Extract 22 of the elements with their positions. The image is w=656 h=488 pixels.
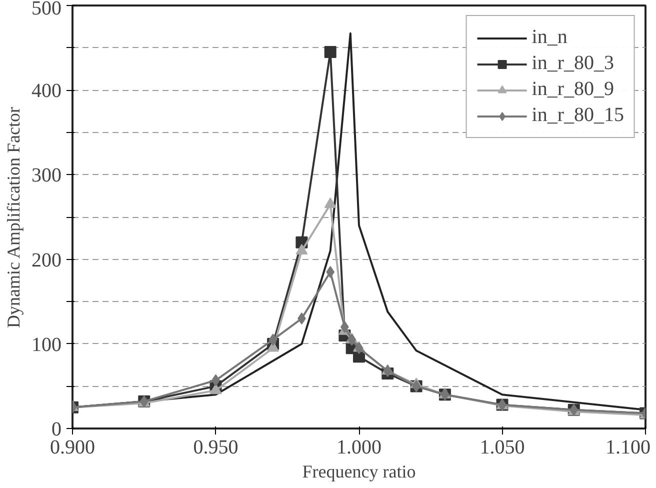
y-tick-label: 400 [32,80,62,102]
y-tick-label: 200 [32,249,62,272]
point [296,244,308,255]
point [326,266,335,278]
x-tick-label: 1.100 [606,436,650,458]
x-tick-label: 0.950 [193,436,238,458]
point [210,384,222,394]
legend-label: in_r_80_3 [532,52,614,75]
y-tick-label: 500 [32,0,62,20]
point [354,342,364,354]
legend-label: in_r_80_9 [532,78,614,101]
legend-label: in_n [532,26,568,49]
y-axis-title: Dynamic Amplification Factor [4,107,24,328]
point [268,334,278,346]
legend-label: in_r_80_15 [532,104,624,127]
x-axis-title: Frequency ratio [302,462,416,482]
y-tick-label: 100 [32,334,62,356]
x-tick-label: 1.050 [480,436,525,458]
y-tick-label: 300 [32,164,62,187]
point [348,334,356,346]
x-tick-label: 1.000 [336,436,382,458]
point [324,46,336,58]
